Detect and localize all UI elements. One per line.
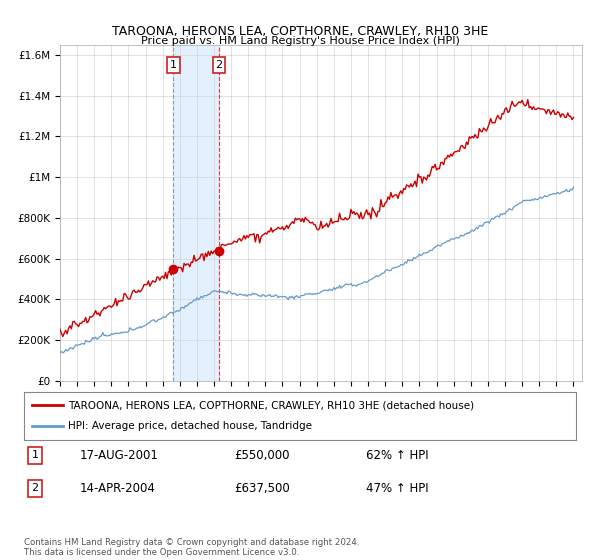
Text: 2: 2 bbox=[31, 483, 38, 493]
Text: 47% ↑ HPI: 47% ↑ HPI bbox=[366, 482, 429, 495]
Text: 17-AUG-2001: 17-AUG-2001 bbox=[79, 449, 158, 462]
Text: 1: 1 bbox=[170, 60, 177, 70]
Text: 2: 2 bbox=[215, 60, 223, 70]
Text: £637,500: £637,500 bbox=[234, 482, 290, 495]
Text: Price paid vs. HM Land Registry's House Price Index (HPI): Price paid vs. HM Land Registry's House … bbox=[140, 36, 460, 46]
Text: HPI: Average price, detached house, Tandridge: HPI: Average price, detached house, Tand… bbox=[68, 421, 312, 431]
Text: 62% ↑ HPI: 62% ↑ HPI bbox=[366, 449, 429, 462]
Text: TAROONA, HERONS LEA, COPTHORNE, CRAWLEY, RH10 3HE: TAROONA, HERONS LEA, COPTHORNE, CRAWLEY,… bbox=[112, 25, 488, 38]
Bar bbox=[173, 45, 219, 381]
Text: 1: 1 bbox=[32, 450, 38, 460]
Text: 14-APR-2004: 14-APR-2004 bbox=[79, 482, 155, 495]
Text: Contains HM Land Registry data © Crown copyright and database right 2024.
This d: Contains HM Land Registry data © Crown c… bbox=[24, 538, 359, 557]
Text: £550,000: £550,000 bbox=[234, 449, 289, 462]
Text: TAROONA, HERONS LEA, COPTHORNE, CRAWLEY, RH10 3HE (detached house): TAROONA, HERONS LEA, COPTHORNE, CRAWLEY,… bbox=[68, 400, 474, 410]
